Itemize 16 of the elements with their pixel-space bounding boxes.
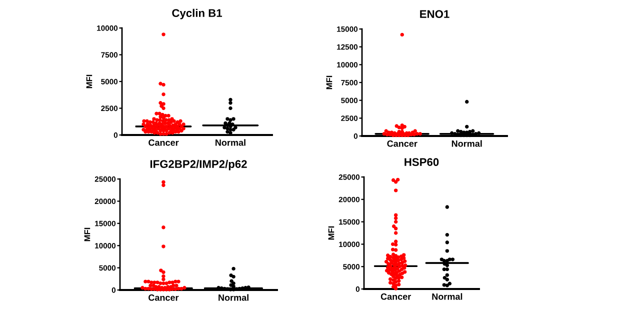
y-axis-title: MFI: [328, 226, 334, 240]
chart-title: IFG2BP2/IMP2/p62: [150, 160, 247, 170]
x-tick-label: Normal: [452, 140, 482, 147]
chart-title: ENO1: [420, 10, 450, 18]
x-tick-label: Normal: [432, 293, 462, 300]
x-tick-label: Cancer: [380, 293, 411, 300]
chart-title: Cyclin B1: [172, 8, 222, 20]
x-tick-label: Normal: [216, 139, 246, 146]
x-tick-label: Cancer: [148, 139, 179, 146]
y-axis-title: MFI: [326, 76, 332, 90]
chart-title: HSP60: [404, 158, 439, 166]
y-axis-title: MFI: [84, 228, 90, 242]
x-tick-label: Normal: [218, 294, 248, 301]
x-tick-label: Cancer: [148, 294, 179, 301]
x-tick-label: Cancer: [387, 140, 418, 147]
y-axis-title: MFI: [86, 74, 92, 88]
